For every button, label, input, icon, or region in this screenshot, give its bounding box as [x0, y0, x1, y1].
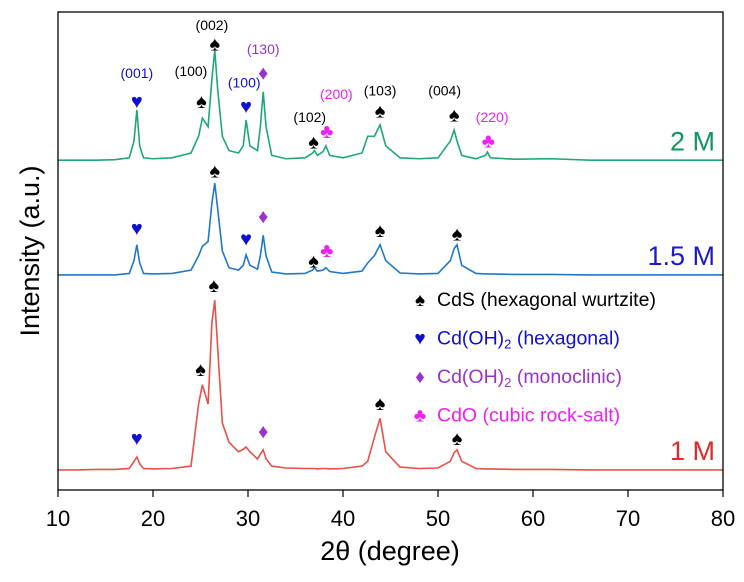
legend-text: Cd(OH)2 (monoclinic) [437, 366, 622, 390]
x-tick-label: 20 [141, 506, 165, 531]
peak-marker: ♠ [452, 224, 463, 246]
peak-marker: ♥ [131, 428, 143, 450]
legend-text: CdO (cubic rock-salt) [437, 405, 620, 427]
x-tick-label: 70 [616, 506, 640, 531]
peak-marker: ♥ [131, 91, 143, 113]
series-label: 1.5 M [647, 241, 715, 271]
series-label: 1 M [670, 436, 715, 466]
peak-marker: ♠ [209, 160, 220, 182]
peak-marker: ♠ [449, 104, 460, 126]
legend-text-main: CdS (hexagonal wurtzite) [437, 289, 656, 311]
legend-text-sub: 2 [504, 337, 511, 352]
legend-text-sub: 2 [504, 375, 511, 390]
peak-marker: ♠ [195, 359, 206, 381]
legend-text-rest: (monoclinic) [511, 366, 622, 388]
legend-marker: ♣ [414, 406, 426, 427]
peak-label: (100) [228, 74, 261, 90]
plot-frame [57, 11, 724, 491]
peak-marker: ♦ [258, 62, 268, 84]
peak-label: (004) [428, 83, 461, 99]
legend-text-main: Cd(OH) [437, 328, 504, 350]
peak-marker: ♠ [209, 34, 220, 56]
series-line [58, 183, 723, 276]
legend-text-main: CdO (cubic rock-salt) [437, 405, 620, 427]
peak-marker: ♣ [320, 121, 333, 143]
peak-label: (100) [175, 63, 208, 79]
x-tick-label: 50 [426, 506, 450, 531]
legend-marker: ♦ [415, 367, 425, 388]
series-line [58, 50, 723, 161]
peak-marker: ♠ [308, 131, 319, 153]
peak-marker: ♦ [258, 421, 268, 443]
legend-text: Cd(OH)2 (hexagonal) [437, 328, 620, 352]
peak-marker: ♠ [375, 220, 386, 242]
legend-marker: ♥ [414, 329, 425, 350]
x-tick-label: 30 [236, 506, 260, 531]
peak-marker: ♣ [482, 130, 495, 152]
x-tick-label: 80 [711, 506, 735, 531]
series-label: 2 M [670, 126, 715, 156]
peak-marker: ♠ [375, 393, 386, 415]
legend-text-main: Cd(OH) [437, 366, 504, 388]
x-axis-label: 2θ (degree) [320, 536, 460, 566]
y-axis-label: Intensity (a.u.) [15, 165, 45, 336]
peak-marker: ♥ [240, 96, 252, 118]
x-tick-label: 10 [46, 506, 70, 531]
peak-label: (130) [247, 41, 280, 57]
peak-marker: ♠ [452, 428, 463, 450]
peak-label: (002) [196, 17, 229, 33]
peak-label: (220) [476, 109, 509, 125]
legend-text: CdS (hexagonal wurtzite) [437, 289, 656, 311]
peak-label: (102) [293, 109, 326, 125]
x-tick-label: 40 [331, 506, 355, 531]
peak-marker: ♣ [320, 240, 333, 262]
peak-label: (001) [121, 65, 154, 81]
legend-text-rest: (hexagonal) [511, 328, 619, 350]
peak-label: (200) [320, 86, 353, 102]
series-line [58, 300, 723, 471]
x-tick-label: 60 [521, 506, 545, 531]
peak-marker: ♠ [208, 275, 219, 297]
peak-marker: ♥ [131, 218, 143, 240]
peak-marker: ♠ [375, 101, 386, 123]
peak-marker: ♦ [258, 206, 268, 228]
peak-marker: ♠ [196, 91, 207, 113]
legend-marker: ♠ [415, 290, 425, 311]
peak-marker: ♥ [240, 228, 252, 250]
peak-label: (103) [364, 83, 397, 99]
peak-marker: ♠ [308, 250, 319, 272]
